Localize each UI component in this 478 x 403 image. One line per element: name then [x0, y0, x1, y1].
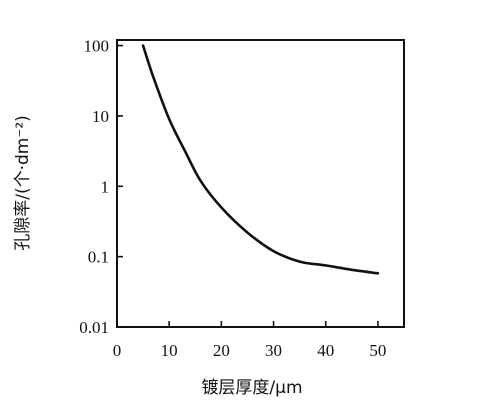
y-tick-label: 10: [92, 107, 109, 126]
y-tick-label: 1: [101, 177, 110, 196]
x-axis-title: 镀层厚度/μm: [201, 378, 302, 398]
x-tick-label: 20: [213, 341, 230, 360]
y-tick-label: 0.1: [88, 248, 109, 267]
y-tick-label: 100: [84, 37, 110, 56]
y-axis-title: 孔隙率/(个·dm⁻²): [13, 115, 33, 251]
x-tick-label: 10: [161, 341, 178, 360]
x-tick-label: 30: [265, 341, 282, 360]
x-tick-label: 0: [113, 341, 122, 360]
plot-frame: [116, 39, 405, 328]
series-line-0: [141, 44, 380, 275]
x-tick-label: 40: [317, 341, 334, 360]
x-tick-label: 50: [369, 341, 386, 360]
series-lines: [141, 44, 380, 275]
axis-ticks: 0 10 20 30 40 50 0.01 0.1 1 10 100: [79, 37, 386, 360]
y-tick-label: 0.01: [79, 318, 109, 337]
plot-axes: [116, 39, 405, 328]
